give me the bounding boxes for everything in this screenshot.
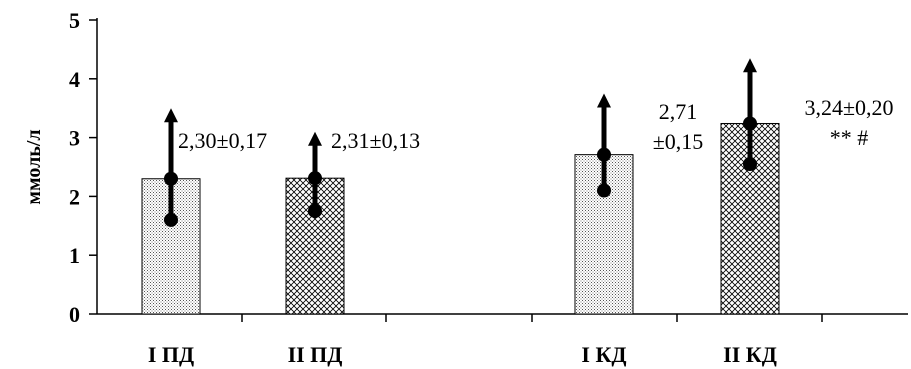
data-label: 2,31±0,13 [331, 128, 420, 153]
error-bar-arrow [597, 93, 611, 108]
error-bars-group [164, 58, 757, 227]
mean-point [164, 171, 178, 186]
mean-point [743, 116, 757, 131]
y-tick-label: 4 [69, 67, 80, 92]
error-bar-arrow [743, 58, 757, 73]
category-label: II КД [723, 342, 777, 367]
error-low-point [597, 183, 611, 198]
data-label: 2,30±0,17 [178, 128, 267, 153]
error-bar-arrow [164, 108, 178, 123]
category-label: I ПД [148, 342, 194, 367]
y-tick-label: 2 [69, 184, 80, 209]
category-label: II ПД [288, 342, 343, 367]
data-label: ** # [830, 125, 869, 150]
y-tick-label: 5 [69, 8, 80, 33]
data-label: ±0,15 [653, 129, 704, 154]
data-label: 3,24±0,20 [804, 95, 893, 120]
error-bar-arrow [308, 131, 322, 146]
category-label: I КД [581, 342, 626, 367]
y-tick-label: 0 [69, 302, 80, 327]
mean-point [308, 171, 322, 186]
y-tick-label: 1 [69, 243, 80, 268]
data-label: 2,71 [659, 99, 698, 124]
labels-group: I ПД 2,30±0,17 II ПД 2,31±0,13 I КД 2,71 ±0,15… [148, 95, 894, 367]
y-axis-title: ммоль/л [23, 129, 45, 204]
error-low-point [308, 204, 322, 219]
y-tick-label: 3 [69, 126, 80, 151]
bars-group [141, 122, 780, 315]
mean-point [597, 147, 611, 162]
error-low-point [743, 157, 757, 172]
error-low-point [164, 212, 178, 227]
